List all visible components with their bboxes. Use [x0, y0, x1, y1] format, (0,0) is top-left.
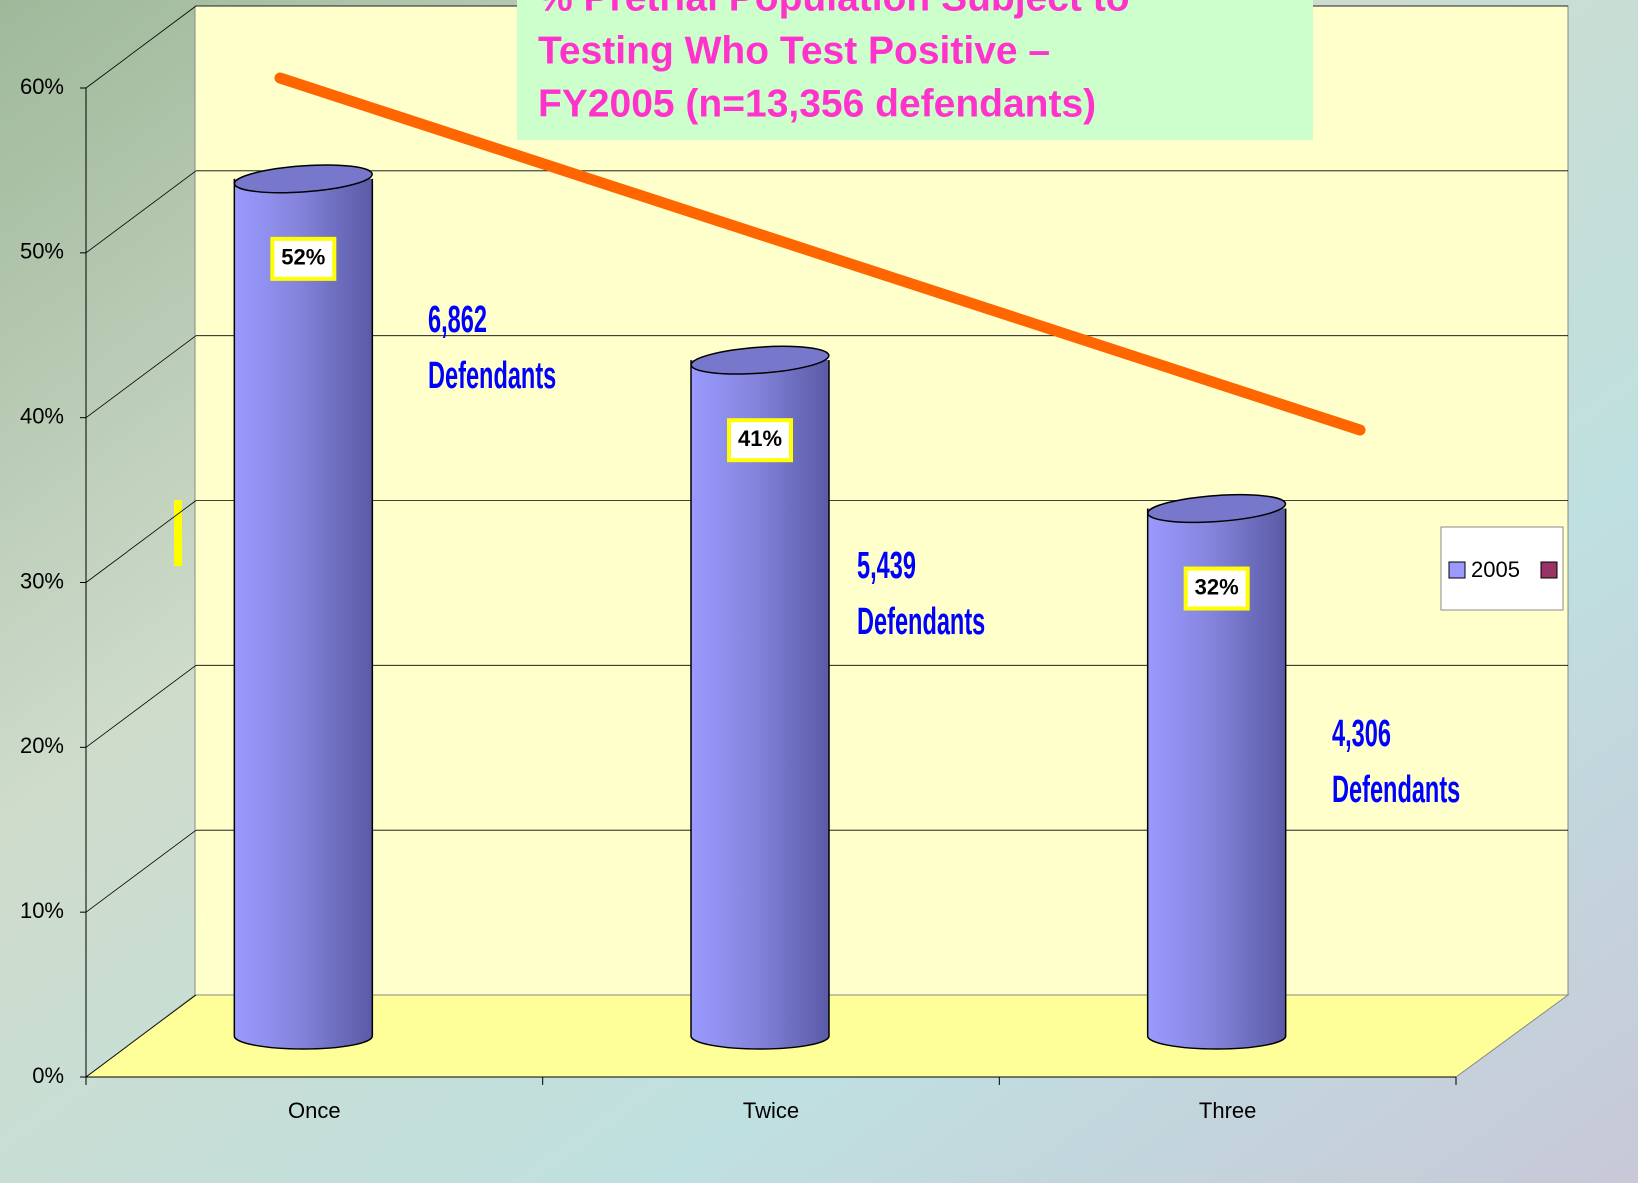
value-label-box: [727, 418, 793, 463]
y-tick-label: 40%: [20, 403, 64, 428]
value-label: 32%: [1195, 574, 1239, 599]
y-tick-label: 10%: [20, 898, 64, 923]
annotation: Defendants: [1332, 767, 1460, 810]
cylinder-outline: [1146, 508, 1287, 1050]
legend-label: 2005: [1471, 557, 1520, 582]
title-line: FY2005 (n=13,356 defendants): [538, 82, 1096, 125]
annotation: 5,439: [857, 543, 916, 586]
cylinder-top: [1147, 493, 1287, 524]
title-line: Testing Who Test Positive –: [538, 29, 1050, 72]
grid-line: [85, 994, 197, 1078]
value-label: 52%: [281, 245, 325, 270]
grid-line: [85, 665, 197, 748]
value-label-box: [270, 236, 337, 281]
annotation: Defendants: [428, 353, 556, 396]
annotation: 6,862: [428, 297, 487, 340]
y-tick-label: 30%: [20, 568, 64, 593]
grid-line: [85, 170, 197, 254]
decoration: [174, 500, 182, 566]
cylinder: [690, 345, 830, 1050]
legend-swatch: [1540, 561, 1558, 579]
legend-swatch: [1448, 561, 1466, 579]
grid-line: [85, 335, 197, 418]
value-label: 41%: [738, 426, 782, 451]
y-tick-label: 20%: [20, 733, 64, 758]
trend-arrow: [274, 72, 1366, 436]
cylinder-outline: [690, 360, 830, 1050]
y-tick-label: 0%: [32, 1063, 64, 1088]
x-tick-label: Twice: [743, 1098, 799, 1123]
annotation: 4,306: [1332, 711, 1391, 754]
chart-title: % Pretrial Population Subject to Testing …: [538, 0, 1130, 125]
cylinder-top: [690, 345, 830, 375]
x-tick-label: Once: [288, 1098, 341, 1123]
title-box: [517, 0, 1313, 140]
y-tick-label: 60%: [20, 74, 64, 99]
title-line: % Pretrial Population Subject to: [538, 0, 1130, 19]
grid-line: [85, 829, 197, 913]
x-tick-label: Three: [1199, 1098, 1256, 1123]
cylinder-outline: [233, 178, 374, 1050]
y-tick-label: 50%: [20, 239, 64, 264]
grid-line: [85, 5, 197, 89]
cylinder-top: [233, 164, 373, 194]
cylinder: [233, 164, 374, 1050]
grid-line: [85, 500, 197, 583]
value-label-box: [1183, 566, 1250, 611]
annotation: Defendants: [857, 599, 985, 642]
